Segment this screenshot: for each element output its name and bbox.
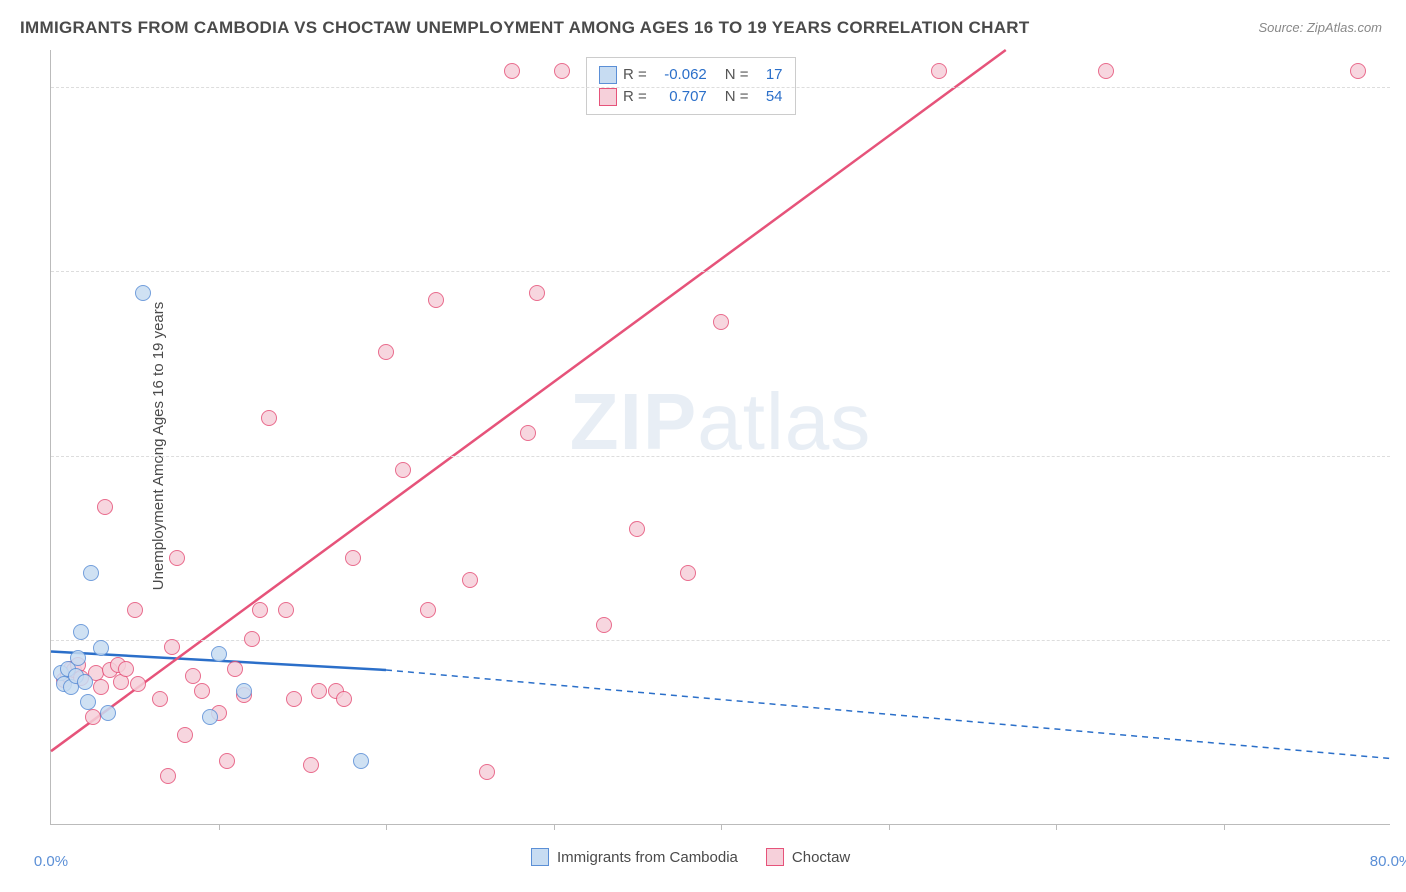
legend-item-cambodia: Immigrants from Cambodia (531, 848, 738, 866)
x-tick (554, 824, 555, 830)
cambodia-point (93, 640, 109, 656)
choctaw-point (336, 691, 352, 707)
choctaw-point (529, 285, 545, 301)
choctaw-point (169, 550, 185, 566)
x-tick (1056, 824, 1057, 830)
y-tick-label: 75.0% (1394, 263, 1406, 280)
legend-item-choctaw: Choctaw (766, 848, 850, 866)
cambodia-point (100, 705, 116, 721)
choctaw-point (479, 764, 495, 780)
choctaw-point (164, 639, 180, 655)
swatch-icon (531, 848, 549, 866)
x-tick (219, 824, 220, 830)
choctaw-point (520, 425, 536, 441)
choctaw-point (596, 617, 612, 633)
x-tick (889, 824, 890, 830)
chart-title: IMMIGRANTS FROM CAMBODIA VS CHOCTAW UNEM… (20, 18, 1030, 38)
choctaw-point (261, 410, 277, 426)
cambodia-point (211, 646, 227, 662)
choctaw-point (554, 63, 570, 79)
choctaw-point (118, 661, 134, 677)
y-tick-label: 100.0% (1394, 78, 1406, 95)
cambodia-point (80, 694, 96, 710)
choctaw-point (286, 691, 302, 707)
series-legend: Immigrants from Cambodia Choctaw (531, 848, 850, 866)
choctaw-point (303, 757, 319, 773)
cambodia-point (70, 650, 86, 666)
choctaw-point (680, 565, 696, 581)
x-tick (1224, 824, 1225, 830)
choctaw-point (219, 753, 235, 769)
cambodia-point (73, 624, 89, 640)
gridline (51, 87, 1390, 88)
choctaw-point (185, 668, 201, 684)
x-tick-label: 0.0% (34, 853, 68, 870)
choctaw-point (160, 768, 176, 784)
choctaw-point (395, 462, 411, 478)
cambodia-point (83, 565, 99, 581)
x-tick-label: 80.0% (1370, 853, 1406, 870)
cambodia-point (77, 674, 93, 690)
choctaw-point (227, 661, 243, 677)
choctaw-point (152, 691, 168, 707)
choctaw-point (378, 344, 394, 360)
legend-row-choctaw: R = 0.707N = 54 (599, 86, 783, 108)
gridline (51, 456, 1390, 457)
cambodia-point (202, 709, 218, 725)
trend-lines-layer (51, 50, 1390, 824)
choctaw-point (252, 602, 268, 618)
choctaw-point (127, 602, 143, 618)
choctaw-point (420, 602, 436, 618)
gridline (51, 271, 1390, 272)
choctaw-point (130, 676, 146, 692)
choctaw-point (1350, 63, 1366, 79)
swatch-icon (599, 88, 617, 106)
x-tick (386, 824, 387, 830)
choctaw-point (194, 683, 210, 699)
y-tick-label: 50.0% (1394, 447, 1406, 464)
choctaw-point (931, 63, 947, 79)
cambodia-point (236, 683, 252, 699)
choctaw-point (97, 499, 113, 515)
watermark: ZIPatlas (570, 376, 871, 468)
choctaw-point (345, 550, 361, 566)
choctaw-point (1098, 63, 1114, 79)
legend-row-cambodia: R = -0.062N = 17 (599, 64, 783, 86)
y-tick-label: 25.0% (1394, 632, 1406, 649)
swatch-icon (599, 66, 617, 84)
choctaw-point (85, 709, 101, 725)
choctaw-point (244, 631, 260, 647)
choctaw-point (177, 727, 193, 743)
choctaw-point (462, 572, 478, 588)
choctaw-point (93, 679, 109, 695)
choctaw-point (428, 292, 444, 308)
choctaw-point (629, 521, 645, 537)
choctaw-point (311, 683, 327, 699)
source-attribution: Source: ZipAtlas.com (1258, 20, 1382, 35)
x-tick (721, 824, 722, 830)
choctaw-point (713, 314, 729, 330)
choctaw-point (278, 602, 294, 618)
cambodia-point (135, 285, 151, 301)
choctaw-point (504, 63, 520, 79)
cambodia-point (353, 753, 369, 769)
plot-area: ZIPatlas R = -0.062N = 17R = 0.707N = 54… (50, 50, 1390, 825)
swatch-icon (766, 848, 784, 866)
